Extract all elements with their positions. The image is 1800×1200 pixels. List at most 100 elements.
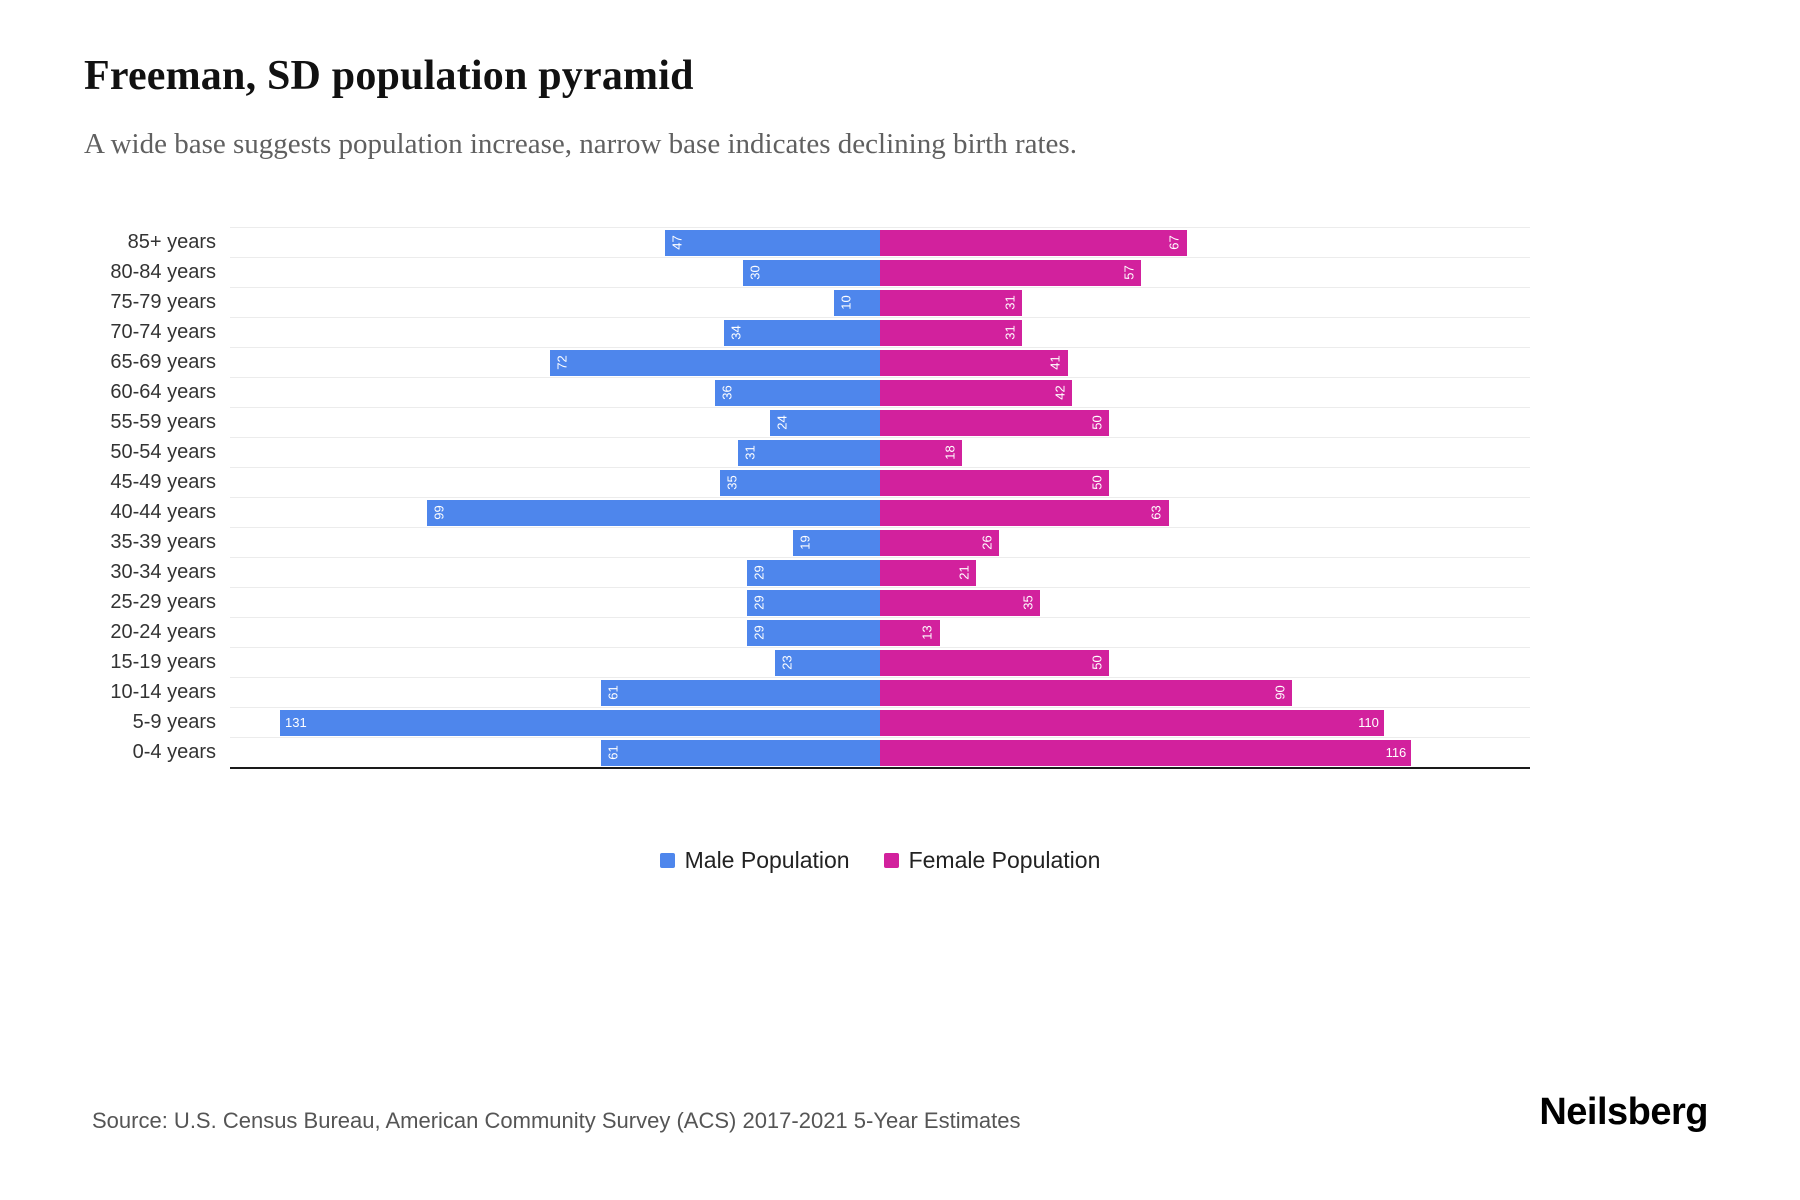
right-half: 90 <box>880 679 1530 706</box>
right-half: 67 <box>880 229 1530 256</box>
male-bar-value-label: 99 <box>431 505 447 520</box>
pyramid-row: 85+ years 47 67 <box>60 227 1800 257</box>
male-bar[interactable]: 72 <box>550 349 880 376</box>
age-group-label: 0-4 years <box>132 740 216 763</box>
female-bar[interactable]: 110 <box>880 709 1384 736</box>
male-bar[interactable]: 19 <box>792 529 880 556</box>
female-bar-value-label: 90 <box>1272 685 1288 700</box>
left-half: 29 <box>230 559 880 586</box>
female-bar[interactable]: 13 <box>880 619 940 646</box>
female-bar-value-label: 63 <box>1148 505 1164 520</box>
pyramid-row: 70-74 years 34 31 <box>60 317 1800 347</box>
left-half: 35 <box>230 469 880 496</box>
female-bar[interactable]: 116 <box>880 739 1412 766</box>
pyramid-row: 0-4 years 61 116 <box>60 737 1800 767</box>
male-bar[interactable]: 29 <box>747 619 880 646</box>
plot-cell: 29 35 <box>230 587 1530 617</box>
female-bar[interactable]: 41 <box>880 349 1068 376</box>
female-bar[interactable]: 50 <box>880 409 1109 436</box>
male-bar[interactable]: 131 <box>280 709 880 736</box>
female-bar-value-label: 42 <box>1052 385 1068 400</box>
plot-cell: 10 31 <box>230 287 1530 317</box>
age-group-label: 35-39 years <box>110 530 216 553</box>
male-bar[interactable]: 47 <box>664 229 880 256</box>
female-bar-value-label: 50 <box>1089 415 1105 430</box>
female-bar[interactable]: 50 <box>880 469 1109 496</box>
plot-cell: 29 21 <box>230 557 1530 587</box>
male-bar[interactable]: 36 <box>715 379 880 406</box>
age-group-label: 30-34 years <box>110 560 216 583</box>
female-bar[interactable]: 31 <box>880 319 1022 346</box>
female-bar[interactable]: 50 <box>880 649 1109 676</box>
left-half: 31 <box>230 439 880 466</box>
female-bar[interactable]: 35 <box>880 589 1041 616</box>
left-half: 72 <box>230 349 880 376</box>
age-group-label: 85+ years <box>127 230 216 253</box>
male-bar-value-label: 34 <box>729 325 745 340</box>
female-bar[interactable]: 42 <box>880 379 1073 406</box>
female-bar[interactable]: 21 <box>880 559 977 586</box>
male-bar[interactable]: 61 <box>600 739 880 766</box>
left-half: 61 <box>230 739 880 766</box>
female-bar[interactable]: 18 <box>880 439 963 466</box>
age-group-label: 55-59 years <box>110 410 216 433</box>
male-bar-value-label: 10 <box>838 295 854 310</box>
male-bar-value-label: 61 <box>605 685 621 700</box>
source-attribution: Source: U.S. Census Bureau, American Com… <box>92 1108 1021 1133</box>
female-bar-value-label: 26 <box>979 535 995 550</box>
female-bar-value-label: 50 <box>1089 655 1105 670</box>
female-bar[interactable]: 57 <box>880 259 1142 286</box>
pyramid-row: 80-84 years 30 57 <box>60 257 1800 287</box>
legend-item-female[interactable]: Female Population <box>883 847 1100 874</box>
plot-cell: 29 13 <box>230 617 1530 647</box>
female-bar[interactable]: 63 <box>880 499 1169 526</box>
left-half: 34 <box>230 319 880 346</box>
male-bar[interactable]: 24 <box>770 409 880 436</box>
population-pyramid-chart: 85+ years 47 67 80-84 years 30 57 75-79 years 1… <box>60 227 1800 769</box>
plot-cell: 35 50 <box>230 467 1530 497</box>
male-bar[interactable]: 10 <box>834 289 880 316</box>
age-group-label: 25-29 years <box>110 590 216 613</box>
male-bar-value-label: 72 <box>554 355 570 370</box>
female-bar-value-label: 21 <box>956 565 972 580</box>
left-half: 19 <box>230 529 880 556</box>
right-half: 31 <box>880 289 1530 316</box>
male-bar[interactable]: 29 <box>747 559 880 586</box>
pyramid-row: 15-19 years 23 50 <box>60 647 1800 677</box>
pyramid-row: 50-54 years 31 18 <box>60 437 1800 467</box>
pyramid-rows: 85+ years 47 67 80-84 years 30 57 75-79 years 1… <box>60 227 1800 767</box>
male-bar[interactable]: 29 <box>747 589 880 616</box>
male-bar-value-label: 47 <box>669 235 685 250</box>
plot-cell: 72 41 <box>230 347 1530 377</box>
female-bar[interactable]: 90 <box>880 679 1293 706</box>
male-bar-value-label: 36 <box>719 385 735 400</box>
male-bar-value-label: 30 <box>747 265 763 280</box>
legend-item-male[interactable]: Male Population <box>659 847 850 874</box>
legend: Male Population Female Population <box>230 847 1530 874</box>
male-bar[interactable]: 99 <box>426 499 880 526</box>
female-bar[interactable]: 31 <box>880 289 1022 316</box>
age-group-label: 40-44 years <box>110 500 216 523</box>
male-bar[interactable]: 30 <box>742 259 880 286</box>
right-half: 116 <box>880 739 1530 766</box>
male-bar-value-label: 24 <box>774 415 790 430</box>
right-half: 31 <box>880 319 1530 346</box>
left-half: 29 <box>230 619 880 646</box>
female-bar[interactable]: 26 <box>880 529 1000 556</box>
male-bar-value-label: 131 <box>285 715 307 730</box>
left-half: 10 <box>230 289 880 316</box>
pyramid-row: 40-44 years 99 63 <box>60 497 1800 527</box>
male-bar[interactable]: 35 <box>719 469 880 496</box>
age-group-label: 5-9 years <box>132 710 216 733</box>
female-bar[interactable]: 67 <box>880 229 1187 256</box>
pyramid-row: 10-14 years 61 90 <box>60 677 1800 707</box>
male-bar[interactable]: 23 <box>774 649 880 676</box>
right-half: 57 <box>880 259 1530 286</box>
plot-cell: 99 63 <box>230 497 1530 527</box>
left-half: 61 <box>230 679 880 706</box>
male-bar[interactable]: 61 <box>600 679 880 706</box>
male-bar[interactable]: 31 <box>738 439 880 466</box>
left-half: 29 <box>230 589 880 616</box>
male-bar[interactable]: 34 <box>724 319 880 346</box>
